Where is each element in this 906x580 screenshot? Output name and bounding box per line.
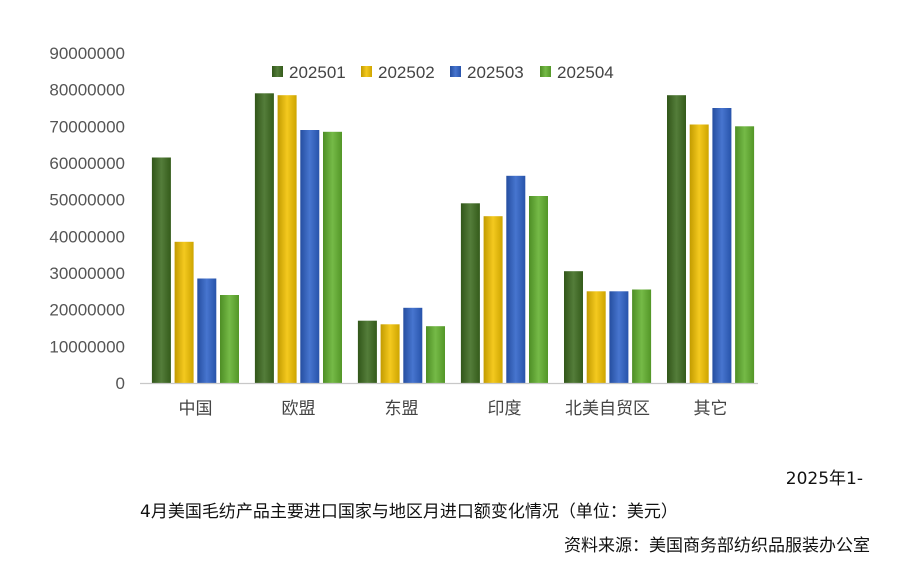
y-tick-label: 0 (116, 374, 125, 393)
x-tick-label: 东盟 (385, 399, 419, 419)
y-tick-label: 40000000 (49, 227, 125, 246)
x-tick-label: 中国 (179, 399, 213, 419)
bar-202503 (609, 291, 629, 383)
bar-202501 (667, 95, 686, 383)
legend-swatch-202501 (272, 66, 283, 77)
y-tick-label: 50000000 (49, 191, 125, 210)
x-axis: 中国 欧盟 东盟 印度 北美自贸区 其它 (140, 382, 758, 419)
legend-label: 202502 (378, 63, 435, 82)
caption-date: 2025年1- (785, 469, 863, 489)
bar-202501 (151, 157, 171, 383)
bar-202503 (712, 108, 732, 383)
bar-202502 (380, 324, 400, 383)
bar-202504 (735, 126, 755, 384)
bar-202502 (174, 241, 194, 383)
bar-chart: 202501 202502 202503 202504 0 10000000 200000… (49, 44, 758, 419)
bar-202501 (357, 320, 377, 383)
bar-202504 (220, 295, 239, 383)
y-tick-label: 90000000 (49, 44, 125, 63)
x-tick-label: 北美自贸区 (565, 399, 650, 419)
bar-202501 (460, 203, 480, 383)
bar-202502 (586, 291, 606, 383)
y-tick-label: 30000000 (49, 264, 125, 283)
bar-202502 (483, 216, 503, 383)
x-tick-label: 印度 (488, 399, 522, 419)
legend-swatch-202503 (450, 66, 461, 77)
y-tick-label: 10000000 (49, 337, 125, 356)
caption-title: 4月美国毛纺产品主要进口国家与地区月进口额变化情况（单位：美元） (140, 502, 678, 522)
legend-label: 202501 (289, 63, 346, 82)
legend-label: 202503 (467, 63, 524, 82)
bar-202503 (197, 278, 217, 383)
caption-source: 资料来源：美国商务部纺织品服装办公室 (564, 536, 870, 556)
bar-202502 (277, 95, 297, 383)
legend-swatch-202502 (361, 66, 372, 77)
bar-202504 (529, 196, 548, 383)
y-tick-label: 60000000 (49, 154, 125, 173)
legend-swatch-202504 (540, 66, 551, 77)
bar-202501 (254, 93, 274, 384)
y-tick-label: 80000000 (49, 81, 125, 100)
bar-202503 (300, 130, 320, 383)
x-tick-label: 其它 (694, 399, 728, 419)
y-tick-label: 20000000 (49, 301, 125, 320)
y-tick-label: 70000000 (49, 117, 125, 136)
bar-202502 (689, 124, 709, 383)
bar-202504 (426, 326, 445, 383)
bar-202504 (323, 131, 342, 383)
y-axis: 0 10000000 20000000 30000000 40000000 5000000… (49, 44, 125, 393)
legend-label: 202504 (557, 63, 614, 82)
x-tick-label: 欧盟 (282, 399, 316, 419)
bar-202501 (564, 271, 583, 383)
bar-202503 (506, 175, 526, 383)
bar-202504 (632, 289, 652, 383)
legend: 202501 202502 202503 202504 (272, 63, 614, 82)
bar-202503 (403, 307, 423, 383)
bars (151, 93, 755, 384)
